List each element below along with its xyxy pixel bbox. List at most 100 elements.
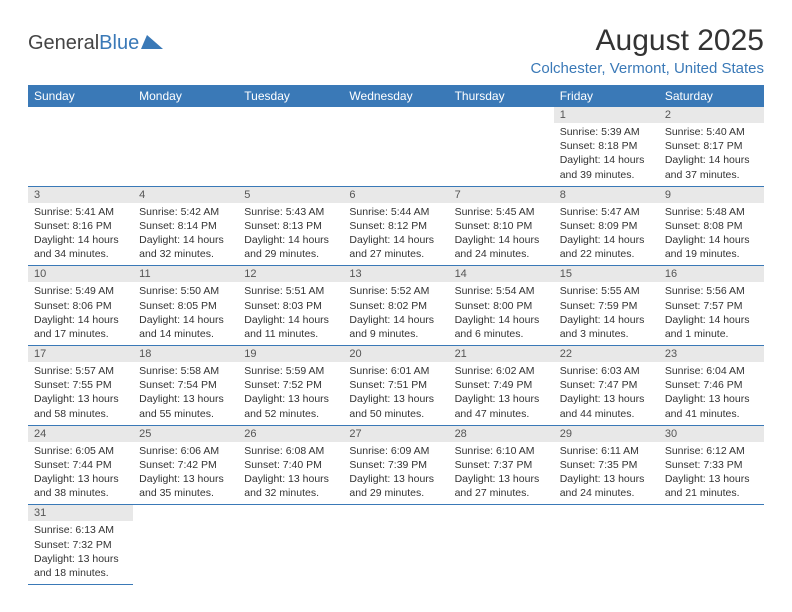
day-info: Sunrise: 6:13 AMSunset: 7:32 PMDaylight:… [28,521,133,584]
calendar-cell: 22Sunrise: 6:03 AMSunset: 7:47 PMDayligh… [554,346,659,426]
day-info: Sunrise: 6:10 AMSunset: 7:37 PMDaylight:… [449,442,554,505]
day-number: 22 [554,346,659,362]
calendar-cell [659,505,764,585]
header: GeneralBlue August 2025 Colchester, Verm… [28,24,764,77]
day-info: Sunrise: 5:55 AMSunset: 7:59 PMDaylight:… [554,282,659,345]
day-info: Sunrise: 6:05 AMSunset: 7:44 PMDaylight:… [28,442,133,505]
day-number: 6 [343,187,448,203]
day-number: 1 [554,107,659,123]
day-number: 31 [28,505,133,521]
day-info: Sunrise: 6:12 AMSunset: 7:33 PMDaylight:… [659,442,764,505]
logo-mark-icon [141,32,163,55]
calendar-cell [238,505,343,585]
day-info: Sunrise: 5:57 AMSunset: 7:55 PMDaylight:… [28,362,133,425]
logo: GeneralBlue [28,24,163,55]
day-number: 12 [238,266,343,282]
day-info: Sunrise: 6:01 AMSunset: 7:51 PMDaylight:… [343,362,448,425]
calendar-cell: 21Sunrise: 6:02 AMSunset: 7:49 PMDayligh… [449,346,554,426]
day-info: Sunrise: 6:03 AMSunset: 7:47 PMDaylight:… [554,362,659,425]
calendar-cell: 7Sunrise: 5:45 AMSunset: 8:10 PMDaylight… [449,186,554,266]
calendar-cell: 13Sunrise: 5:52 AMSunset: 8:02 PMDayligh… [343,266,448,346]
day-number: 10 [28,266,133,282]
calendar-cell: 9Sunrise: 5:48 AMSunset: 8:08 PMDaylight… [659,186,764,266]
day-number: 25 [133,426,238,442]
calendar-cell: 2Sunrise: 5:40 AMSunset: 8:17 PMDaylight… [659,107,764,186]
calendar-cell: 27Sunrise: 6:09 AMSunset: 7:39 PMDayligh… [343,425,448,505]
calendar-header: SundayMondayTuesdayWednesdayThursdayFrid… [28,85,764,107]
day-number: 14 [449,266,554,282]
calendar-cell [343,107,448,186]
weekday-header: Thursday [449,85,554,107]
day-info: Sunrise: 5:48 AMSunset: 8:08 PMDaylight:… [659,203,764,266]
day-number: 28 [449,426,554,442]
day-number: 11 [133,266,238,282]
day-info: Sunrise: 5:56 AMSunset: 7:57 PMDaylight:… [659,282,764,345]
day-info: Sunrise: 5:40 AMSunset: 8:17 PMDaylight:… [659,123,764,186]
calendar-cell: 16Sunrise: 5:56 AMSunset: 7:57 PMDayligh… [659,266,764,346]
day-info: Sunrise: 6:06 AMSunset: 7:42 PMDaylight:… [133,442,238,505]
location-label: Colchester, Vermont, United States [531,60,764,77]
weekday-header: Friday [554,85,659,107]
day-number: 19 [238,346,343,362]
calendar-cell [133,107,238,186]
day-number: 23 [659,346,764,362]
weekday-header: Wednesday [343,85,448,107]
day-info: Sunrise: 6:02 AMSunset: 7:49 PMDaylight:… [449,362,554,425]
calendar-cell [554,505,659,585]
calendar-table: SundayMondayTuesdayWednesdayThursdayFrid… [28,85,764,585]
calendar-cell [133,505,238,585]
day-info: Sunrise: 5:41 AMSunset: 8:16 PMDaylight:… [28,203,133,266]
calendar-cell: 20Sunrise: 6:01 AMSunset: 7:51 PMDayligh… [343,346,448,426]
day-number: 30 [659,426,764,442]
day-number: 21 [449,346,554,362]
day-number: 27 [343,426,448,442]
logo-text-1: General [28,32,99,55]
calendar-cell: 31Sunrise: 6:13 AMSunset: 7:32 PMDayligh… [28,505,133,585]
day-number: 4 [133,187,238,203]
day-info: Sunrise: 5:58 AMSunset: 7:54 PMDaylight:… [133,362,238,425]
calendar-cell: 6Sunrise: 5:44 AMSunset: 8:12 PMDaylight… [343,186,448,266]
day-info: Sunrise: 6:09 AMSunset: 7:39 PMDaylight:… [343,442,448,505]
calendar-cell: 12Sunrise: 5:51 AMSunset: 8:03 PMDayligh… [238,266,343,346]
weekday-header: Saturday [659,85,764,107]
calendar-cell: 30Sunrise: 6:12 AMSunset: 7:33 PMDayligh… [659,425,764,505]
calendar-cell: 25Sunrise: 6:06 AMSunset: 7:42 PMDayligh… [133,425,238,505]
day-number: 26 [238,426,343,442]
day-info: Sunrise: 5:54 AMSunset: 8:00 PMDaylight:… [449,282,554,345]
day-info: Sunrise: 5:39 AMSunset: 8:18 PMDaylight:… [554,123,659,186]
calendar-cell: 10Sunrise: 5:49 AMSunset: 8:06 PMDayligh… [28,266,133,346]
day-number: 16 [659,266,764,282]
calendar-cell [449,107,554,186]
calendar-cell: 26Sunrise: 6:08 AMSunset: 7:40 PMDayligh… [238,425,343,505]
day-info: Sunrise: 5:49 AMSunset: 8:06 PMDaylight:… [28,282,133,345]
calendar-cell: 15Sunrise: 5:55 AMSunset: 7:59 PMDayligh… [554,266,659,346]
calendar-cell [238,107,343,186]
day-info: Sunrise: 5:51 AMSunset: 8:03 PMDaylight:… [238,282,343,345]
calendar-cell: 3Sunrise: 5:41 AMSunset: 8:16 PMDaylight… [28,186,133,266]
day-number: 20 [343,346,448,362]
title-block: August 2025 Colchester, Vermont, United … [531,24,764,77]
calendar-cell: 29Sunrise: 6:11 AMSunset: 7:35 PMDayligh… [554,425,659,505]
calendar-cell: 11Sunrise: 5:50 AMSunset: 8:05 PMDayligh… [133,266,238,346]
calendar-cell [28,107,133,186]
day-info: Sunrise: 5:52 AMSunset: 8:02 PMDaylight:… [343,282,448,345]
day-number: 8 [554,187,659,203]
day-info: Sunrise: 5:44 AMSunset: 8:12 PMDaylight:… [343,203,448,266]
weekday-header: Tuesday [238,85,343,107]
logo-text-2: Blue [99,32,139,55]
day-number: 15 [554,266,659,282]
day-info: Sunrise: 5:42 AMSunset: 8:14 PMDaylight:… [133,203,238,266]
day-info: Sunrise: 5:45 AMSunset: 8:10 PMDaylight:… [449,203,554,266]
day-number: 17 [28,346,133,362]
day-number: 18 [133,346,238,362]
calendar-cell: 14Sunrise: 5:54 AMSunset: 8:00 PMDayligh… [449,266,554,346]
calendar-cell: 18Sunrise: 5:58 AMSunset: 7:54 PMDayligh… [133,346,238,426]
calendar-body: 1Sunrise: 5:39 AMSunset: 8:18 PMDaylight… [28,107,764,585]
weekday-header: Sunday [28,85,133,107]
calendar-cell: 28Sunrise: 6:10 AMSunset: 7:37 PMDayligh… [449,425,554,505]
day-number: 5 [238,187,343,203]
day-info: Sunrise: 5:59 AMSunset: 7:52 PMDaylight:… [238,362,343,425]
day-number: 9 [659,187,764,203]
calendar-cell: 4Sunrise: 5:42 AMSunset: 8:14 PMDaylight… [133,186,238,266]
calendar-cell: 23Sunrise: 6:04 AMSunset: 7:46 PMDayligh… [659,346,764,426]
